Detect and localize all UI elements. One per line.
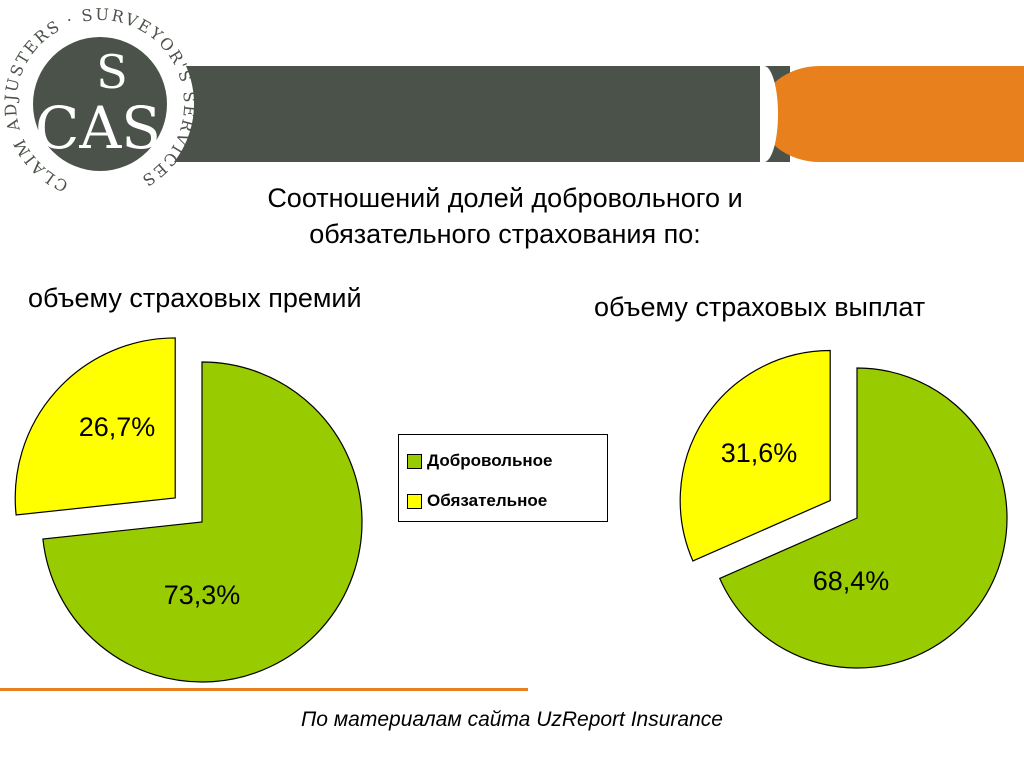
pie2-label-mandatory: 31,6% xyxy=(721,438,798,468)
title-line-1: Соотношений долей добровольного и xyxy=(267,183,743,213)
svg-text:CAS: CAS xyxy=(35,94,161,162)
chart-title-payouts: объему страховых выплат xyxy=(594,292,926,322)
chart-title-premiums: объему страховых премий xyxy=(28,283,362,313)
source-note: По материалам сайта UzReport Insurance xyxy=(301,708,723,731)
legend-swatch-voluntary xyxy=(407,453,422,469)
pie1-label-voluntary: 73,3% xyxy=(164,580,241,610)
pie2-slice-voluntary xyxy=(718,367,1008,669)
header-band xyxy=(160,66,790,162)
title-line-2: обязательного страхования по: xyxy=(309,219,701,249)
pie1-label-mandatory: 26,7% xyxy=(79,412,156,442)
chart-legend: Добровольное Обязательное xyxy=(398,434,608,522)
slide-title: Соотношений долей добровольного и обязат… xyxy=(200,180,810,252)
legend-swatch-mandatory xyxy=(407,493,422,509)
header-band-accent xyxy=(760,66,1024,162)
pie2-slice-mandatory xyxy=(679,349,831,562)
legend-label-mandatory: Обязательное xyxy=(427,491,548,510)
footer-divider xyxy=(0,688,528,691)
svg-text:S: S xyxy=(96,45,128,99)
legend-item-mandatory: Обязательное xyxy=(407,491,547,511)
cas-logo: CLAIM ADJUSTERS · SURVEYOR'S SERVICES S … xyxy=(1,5,197,198)
pie2-label-voluntary: 68,4% xyxy=(813,566,890,596)
pie1-slice-mandatory xyxy=(14,337,176,516)
header-band-divider xyxy=(760,66,778,162)
legend-label-voluntary: Добровольное xyxy=(427,451,553,470)
legend-item-voluntary: Добровольное xyxy=(407,451,553,471)
pie1-slice-voluntary xyxy=(42,361,363,683)
